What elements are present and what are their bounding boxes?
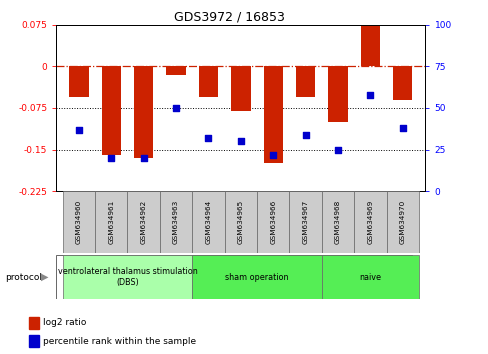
Point [75, 127, 82, 132]
Text: GSM634962: GSM634962 [141, 200, 146, 244]
Bar [127, 191, 160, 253]
Text: ventrolateral thalamus stimulation
(DBS): ventrolateral thalamus stimulation (DBS) [58, 267, 197, 287]
Bar [353, 191, 386, 253]
Bar [263, 67, 283, 164]
Point [366, 92, 373, 97]
Text: GSM634960: GSM634960 [76, 200, 81, 244]
Point [398, 125, 406, 131]
Bar [327, 67, 347, 122]
Text: GSM634970: GSM634970 [399, 200, 405, 244]
Point [236, 138, 244, 144]
Text: percentile rank within the sample: percentile rank within the sample [43, 337, 196, 346]
Bar [386, 191, 418, 253]
Bar [289, 191, 321, 253]
Bar [198, 67, 218, 97]
Text: log2 ratio: log2 ratio [43, 318, 86, 327]
Bar [29, 316, 39, 329]
Text: naive: naive [359, 273, 381, 281]
Point [140, 155, 147, 161]
Bar [95, 191, 127, 253]
Bar [360, 25, 379, 67]
Bar [257, 191, 289, 253]
Bar [321, 255, 418, 299]
Bar [192, 255, 321, 299]
Point [301, 132, 309, 137]
Bar [321, 191, 353, 253]
Bar [224, 191, 257, 253]
Text: GDS3972 / 16853: GDS3972 / 16853 [174, 11, 285, 24]
Bar [134, 67, 153, 158]
Text: GSM634965: GSM634965 [237, 200, 244, 244]
Text: GSM634966: GSM634966 [270, 200, 276, 244]
Point [172, 105, 180, 111]
Text: GSM634967: GSM634967 [302, 200, 308, 244]
Text: ▶: ▶ [41, 272, 49, 282]
Text: GSM634969: GSM634969 [366, 200, 373, 244]
Bar [166, 67, 185, 75]
Point [333, 147, 341, 152]
Bar [392, 67, 412, 100]
Text: GSM634968: GSM634968 [334, 200, 340, 244]
Bar [29, 335, 39, 347]
Point [269, 152, 277, 158]
Text: sham operation: sham operation [225, 273, 288, 281]
Bar [160, 191, 192, 253]
Point [107, 155, 115, 161]
Bar [192, 191, 224, 253]
Text: protocol: protocol [5, 273, 42, 281]
Text: GSM634964: GSM634964 [205, 200, 211, 244]
Text: GSM634963: GSM634963 [173, 200, 179, 244]
Bar [295, 67, 315, 97]
Bar [69, 67, 88, 97]
Bar [62, 191, 95, 253]
Bar [62, 255, 192, 299]
Bar [102, 67, 121, 155]
Point [204, 135, 212, 141]
Bar [231, 67, 250, 111]
Text: GSM634961: GSM634961 [108, 200, 114, 244]
